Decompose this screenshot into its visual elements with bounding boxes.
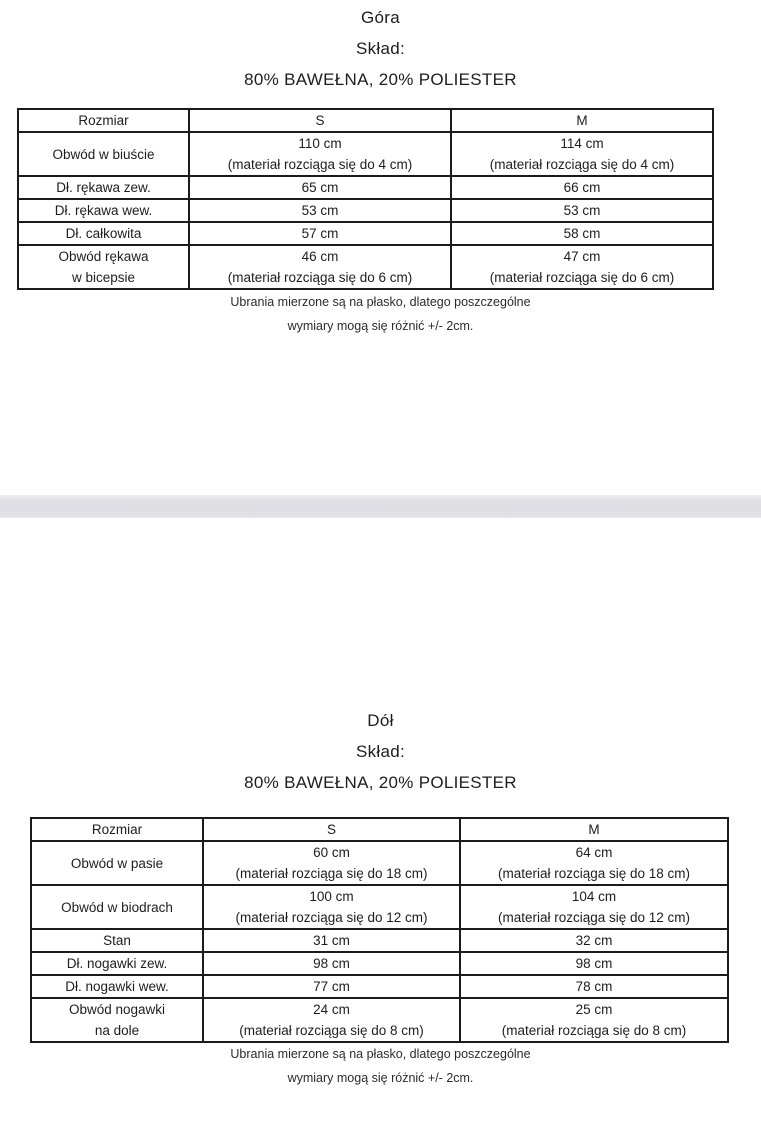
measurement-disclaimer: Ubrania mierzone są na płasko, dlatego p…: [0, 1042, 761, 1090]
header-size-m: M: [459, 817, 729, 842]
section-header-gora: Góra Skład: 80% BAWEŁNA, 20% POLIESTER: [0, 2, 761, 95]
size-s-cell: 53 cm: [188, 198, 452, 223]
size-m-cell: 98 cm: [459, 951, 729, 976]
table-row: Stan 31 cm 32 cm: [30, 928, 729, 953]
size-s-cell: 100 cm (materiał rozciąga się do 12 cm): [202, 884, 461, 930]
size-s-cell: 60 cm (materiał rozciąga się do 18 cm): [202, 840, 461, 886]
size-s-cell: 110 cm (materiał rozciąga się do 4 cm): [188, 131, 452, 177]
disclaimer-line-2: wymiary mogą się różnić +/- 2cm.: [287, 319, 474, 333]
table-row: Obwód w biuście 110 cm (materiał rozciąg…: [17, 131, 714, 177]
size-s-cell: 57 cm: [188, 221, 452, 246]
table-row: Obwód w biodrach 100 cm (materiał rozcią…: [30, 884, 729, 930]
size-s-cell: 46 cm (materiał rozciąga się do 6 cm): [188, 244, 452, 290]
header-rozmiar: Rozmiar: [30, 817, 204, 842]
section-title: Dół: [367, 711, 394, 730]
section-title: Góra: [361, 8, 400, 27]
table-row: Obwód nogawki na dole 24 cm (materiał ro…: [30, 997, 729, 1043]
size-m-cell: 25 cm (materiał rozciąga się do 8 cm): [459, 997, 729, 1043]
size-m-cell: 104 cm (materiał rozciąga się do 12 cm): [459, 884, 729, 930]
disclaimer-line-1: Ubrania mierzone są na płasko, dlatego p…: [230, 1047, 531, 1061]
table-row: Dł. rękawa zew. 65 cm 66 cm: [17, 175, 714, 200]
header-rozmiar: Rozmiar: [17, 108, 190, 133]
size-s-cell: 65 cm: [188, 175, 452, 200]
page-separator: [0, 495, 761, 518]
size-m-cell: 58 cm: [450, 221, 714, 246]
size-s-cell: 77 cm: [202, 974, 461, 999]
size-m-cell: 64 cm (materiał rozciąga się do 18 cm): [459, 840, 729, 886]
header-size-s: S: [202, 817, 461, 842]
measurement-disclaimer: Ubrania mierzone są na płasko, dlatego p…: [0, 290, 761, 338]
section-header-dol: Dół Skład: 80% BAWEŁNA, 20% POLIESTER: [0, 705, 761, 798]
header-size-s: S: [188, 108, 452, 133]
measurement-label-cell: Obwód nogawki na dole: [30, 997, 204, 1043]
disclaimer-line-1: Ubrania mierzone są na płasko, dlatego p…: [230, 295, 531, 309]
size-m-cell: 53 cm: [450, 198, 714, 223]
disclaimer-line-2: wymiary mogą się różnić +/- 2cm.: [287, 1071, 474, 1085]
table-row: Obwód w pasie 60 cm (materiał rozciąga s…: [30, 840, 729, 886]
measurement-label-cell: Obwód w biuście: [17, 131, 190, 177]
table-header-row: Rozmiar S M: [30, 817, 729, 842]
size-s-cell: 24 cm (materiał rozciąga się do 8 cm): [202, 997, 461, 1043]
header-size-m: M: [450, 108, 714, 133]
table-row: Obwód rękawa w bicepsie 46 cm (materiał …: [17, 244, 714, 290]
table-row: Dł. nogawki zew. 98 cm 98 cm: [30, 951, 729, 976]
size-s-cell: 98 cm: [202, 951, 461, 976]
table-row: Dł. nogawki wew. 77 cm 78 cm: [30, 974, 729, 999]
table-header-row: Rozmiar S M: [17, 108, 714, 133]
composition-label: Skład:: [355, 742, 406, 761]
size-s-cell: 31 cm: [202, 928, 461, 953]
table-row: Dł. rękawa wew. 53 cm 53 cm: [17, 198, 714, 223]
size-m-cell: 114 cm (materiał rozciąga się do 4 cm): [450, 131, 714, 177]
measurement-label-cell: Dł. rękawa wew.: [17, 198, 190, 223]
composition-value: 80% BAWEŁNA, 20% POLIESTER: [244, 70, 517, 89]
measurement-label-cell: Obwód w biodrach: [30, 884, 204, 930]
measurement-label-cell: Obwód rękawa w bicepsie: [17, 244, 190, 290]
size-m-cell: 66 cm: [450, 175, 714, 200]
measurement-label-cell: Dł. nogawki wew.: [30, 974, 204, 999]
measurement-label-cell: Dł. nogawki zew.: [30, 951, 204, 976]
size-table-gora: Rozmiar S M Obwód w biuście 110 cm (mate…: [17, 108, 714, 290]
measurement-label-cell: Dł. rękawa zew.: [17, 175, 190, 200]
measurement-label-cell: Obwód w pasie: [30, 840, 204, 886]
size-m-cell: 47 cm (materiał rozciąga się do 6 cm): [450, 244, 714, 290]
measurement-label-cell: Dł. całkowita: [17, 221, 190, 246]
table-row: Dł. całkowita 57 cm 58 cm: [17, 221, 714, 246]
composition-value: 80% BAWEŁNA, 20% POLIESTER: [244, 773, 517, 792]
size-m-cell: 32 cm: [459, 928, 729, 953]
size-m-cell: 78 cm: [459, 974, 729, 999]
measurement-label-cell: Stan: [30, 928, 204, 953]
size-table-dol: Rozmiar S M Obwód w pasie 60 cm (materia…: [30, 817, 729, 1043]
composition-label: Skład:: [355, 39, 406, 58]
